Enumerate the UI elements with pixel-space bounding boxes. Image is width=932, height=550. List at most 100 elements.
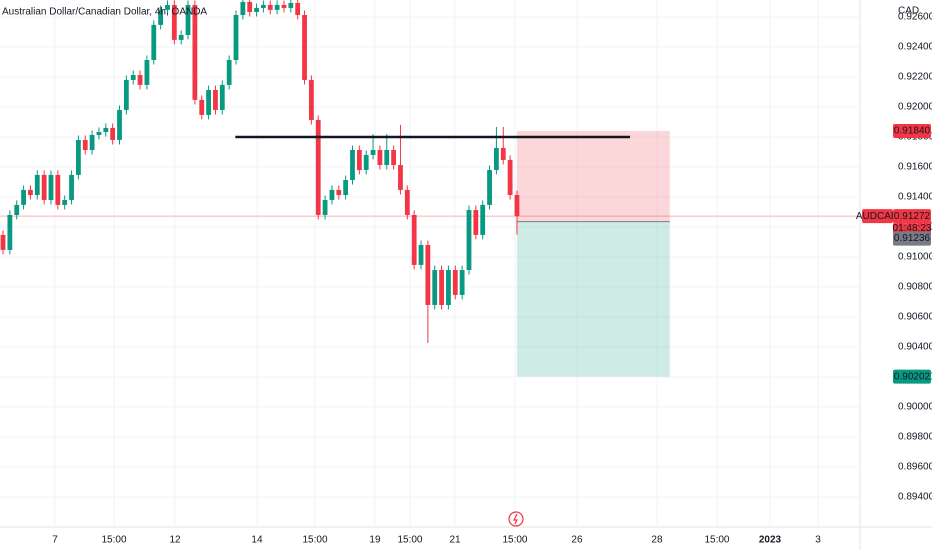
candle-body: [480, 204, 486, 235]
candle-body: [254, 7, 259, 13]
candle-body: [96, 132, 102, 136]
candle-body: [55, 174, 61, 205]
candle-body: [21, 189, 26, 205]
countdown-bg: [893, 223, 931, 234]
candle-body: [206, 90, 211, 115]
symbol-tag: AUDCAD: [856, 211, 898, 222]
candle-body: [288, 3, 294, 8]
y-tick-label: 0.90400: [898, 342, 932, 353]
candle-body: [507, 159, 513, 196]
x-tick-label: 7: [52, 535, 58, 546]
last-price-label-bg: [893, 209, 931, 224]
y-tick-label: 0.89400: [898, 492, 932, 503]
candle-body: [356, 150, 362, 170]
y-tick-label: 0.92600: [898, 12, 932, 23]
x-tick-label: 28: [651, 535, 663, 546]
candle-body: [487, 169, 492, 205]
x-tick-label: 15:00: [502, 535, 527, 546]
candle-body: [7, 214, 13, 250]
candle-body: [363, 154, 369, 170]
candle-body: [103, 127, 109, 133]
candle-body: [199, 99, 205, 115]
candle-body: [14, 204, 20, 215]
candle-body: [274, 4, 280, 10]
candle-body: [178, 34, 184, 40]
x-tick-label: 19: [369, 535, 381, 546]
y-tick-label: 0.89800: [898, 432, 932, 443]
y-tick-label: 0.90000: [898, 402, 932, 413]
candle-body: [219, 84, 225, 110]
replay-icon[interactable]: [508, 511, 524, 527]
stop-zone: [516, 130, 670, 222]
target-label: 0.90202: [894, 371, 931, 382]
x-tick-label: 26: [571, 535, 583, 546]
candle-body: [89, 135, 95, 151]
last-price-label: 0.91272: [894, 211, 931, 222]
candle-body: [302, 15, 307, 80]
x-tick-label: 15:00: [302, 535, 327, 546]
y-tick-label: 0.92000: [898, 102, 932, 113]
entry-label: 0.91236: [894, 233, 931, 244]
candle-body: [48, 174, 54, 200]
candle-body: [213, 90, 218, 110]
candle-body: [158, 9, 164, 25]
candle-body: [350, 150, 355, 181]
candle-body: [418, 244, 424, 265]
candle-body: [137, 75, 143, 85]
candle-body: [110, 127, 116, 140]
candle-body: [459, 270, 465, 295]
candle-body: [192, 4, 198, 100]
y-tick-label: 0.92200: [898, 72, 932, 83]
y-tick-label: 0.92400: [898, 42, 932, 53]
candle-body: [500, 147, 506, 160]
x-tick-label: 15:00: [397, 535, 422, 546]
candle-body: [295, 3, 301, 16]
x-tick-label: 15:00: [102, 535, 127, 546]
stop-label-bg: [893, 123, 931, 138]
candle-body: [34, 174, 40, 196]
candle-body: [315, 120, 321, 215]
candle-body: [494, 147, 499, 170]
candle-body: [117, 109, 122, 140]
candle-body: [171, 4, 177, 40]
target-label-bg: [893, 369, 931, 384]
candle-body: [514, 195, 520, 217]
candle-body: [452, 270, 458, 295]
candle-body: [82, 139, 88, 151]
target-zone: [516, 221, 670, 377]
candle-body: [267, 4, 273, 10]
stop-label: 0.91840: [894, 126, 931, 137]
x-tick-label: 15:00: [704, 535, 729, 546]
candle-body: [391, 150, 397, 166]
candle-body: [226, 60, 232, 85]
candle-body: [308, 79, 314, 121]
candle-body: [69, 174, 74, 200]
candle-body: [247, 1, 253, 13]
chart-title: Australian Dollar/Canadian Dollar, 4h, O…: [2, 7, 207, 18]
candle-body: [336, 189, 342, 196]
candle-body: [75, 139, 81, 175]
entry-label-bg: [893, 231, 931, 246]
candle-body: [123, 79, 129, 110]
candle-body: [185, 4, 191, 35]
candle-body: [144, 60, 150, 85]
candle-body: [165, 4, 170, 10]
symbol-tag-bg: [862, 209, 893, 224]
candle-body: [398, 165, 403, 190]
candle-body: [41, 174, 47, 200]
candle-body: [446, 270, 451, 305]
y-tick-label: 0.89600: [898, 462, 932, 473]
axes: 0.926000.924000.922000.920000.918000.916…: [52, 12, 932, 546]
x-tick-label: 2023: [759, 535, 782, 546]
candle-body: [370, 150, 376, 155]
candle-body: [473, 210, 479, 235]
candle-body: [130, 75, 136, 80]
y-tick-label: 0.91600: [898, 162, 932, 173]
candle-body: [411, 214, 417, 265]
candle-body: [62, 199, 68, 205]
candle-body: [322, 199, 328, 215]
candle-body: [329, 189, 335, 200]
candle-body: [466, 210, 472, 271]
